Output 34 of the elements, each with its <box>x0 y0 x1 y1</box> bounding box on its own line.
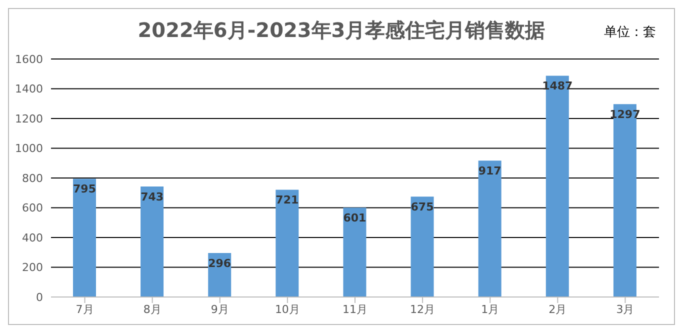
x-tick-label: 9月 <box>210 302 229 316</box>
data-label: 296 <box>208 256 232 270</box>
data-label: 1487 <box>542 80 573 93</box>
data-label: 743 <box>140 190 164 204</box>
x-tick-label: 12月 <box>410 302 436 316</box>
x-tick-label: 10月 <box>274 302 300 316</box>
x-tick-label: 3月 <box>616 302 634 316</box>
text: 单位：套 <box>604 24 656 41</box>
bar <box>73 178 96 297</box>
y-tick-label: 1000 <box>15 142 43 156</box>
x-tick-label: 8月 <box>143 302 162 316</box>
data-label: 675 <box>410 200 434 214</box>
y-tick-label: 800 <box>22 172 43 185</box>
y-tick-label: 200 <box>22 261 43 274</box>
bar <box>478 160 502 297</box>
data-label: 721 <box>276 194 299 207</box>
chart-title: 2022年6月-2023年3月孝感住宅月销售数据 <box>138 18 546 42</box>
x-tick-label: 1月 <box>481 302 500 316</box>
x-tick-label: 7月 <box>76 302 94 316</box>
y-tick-label: 0 <box>36 290 43 304</box>
bar <box>276 190 299 297</box>
bar <box>343 208 366 297</box>
bar <box>410 196 434 297</box>
x-tick-label: 11月 <box>342 302 368 316</box>
data-label: 917 <box>478 164 502 178</box>
x-tick-label: 2月 <box>548 302 567 316</box>
y-tick-label: 600 <box>22 202 43 215</box>
y-tick-label: 1400 <box>15 82 43 96</box>
y-tick-label: 1200 <box>15 112 43 126</box>
y-tick-label: 400 <box>22 231 43 244</box>
y-tick-label: 1600 <box>15 52 43 66</box>
data-label: 795 <box>73 182 96 196</box>
bar <box>140 186 164 297</box>
data-label: 601 <box>343 211 366 224</box>
